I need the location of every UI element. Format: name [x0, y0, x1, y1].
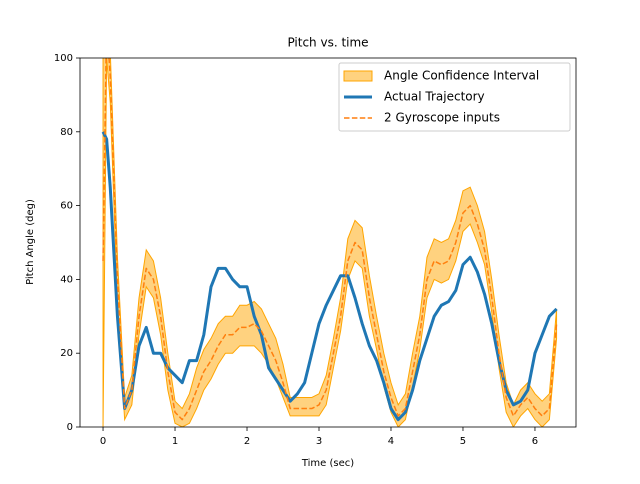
- x-tick-label: 6: [532, 436, 538, 447]
- chart-title: Pitch vs. time: [287, 36, 368, 50]
- series-line: [101, 131, 558, 422]
- y-tick-label: 100: [54, 53, 73, 64]
- legend-box: [338, 62, 571, 132]
- y-tick-label: 40: [60, 274, 73, 285]
- x-axis-label: Time (sec): [301, 458, 354, 469]
- axes-frame: [79, 57, 577, 428]
- x-tick-label: 4: [388, 436, 394, 447]
- x-tick-label: 2: [244, 436, 250, 447]
- y-tick-label: 20: [60, 348, 73, 359]
- legend-label: Actual Trajectory: [384, 90, 485, 104]
- x-tick-label: 0: [100, 436, 106, 447]
- y-tick-label: 80: [60, 127, 73, 138]
- x-tick-label: 1: [172, 436, 178, 447]
- plot-area: [101, 58, 558, 427]
- y-tick-label: 60: [60, 201, 73, 212]
- legend-swatch: [343, 70, 373, 82]
- y-tick-label: 0: [67, 422, 73, 433]
- series-line: [102, 58, 558, 421]
- legend-label: 2 Gyroscope inputs: [384, 111, 500, 125]
- legend-label: Angle Confidence Interval: [384, 69, 539, 83]
- x-tick-label: 3: [316, 436, 322, 447]
- y-axis-label: Pitch Angle (deg): [25, 199, 36, 285]
- x-tick-label: 5: [460, 436, 466, 447]
